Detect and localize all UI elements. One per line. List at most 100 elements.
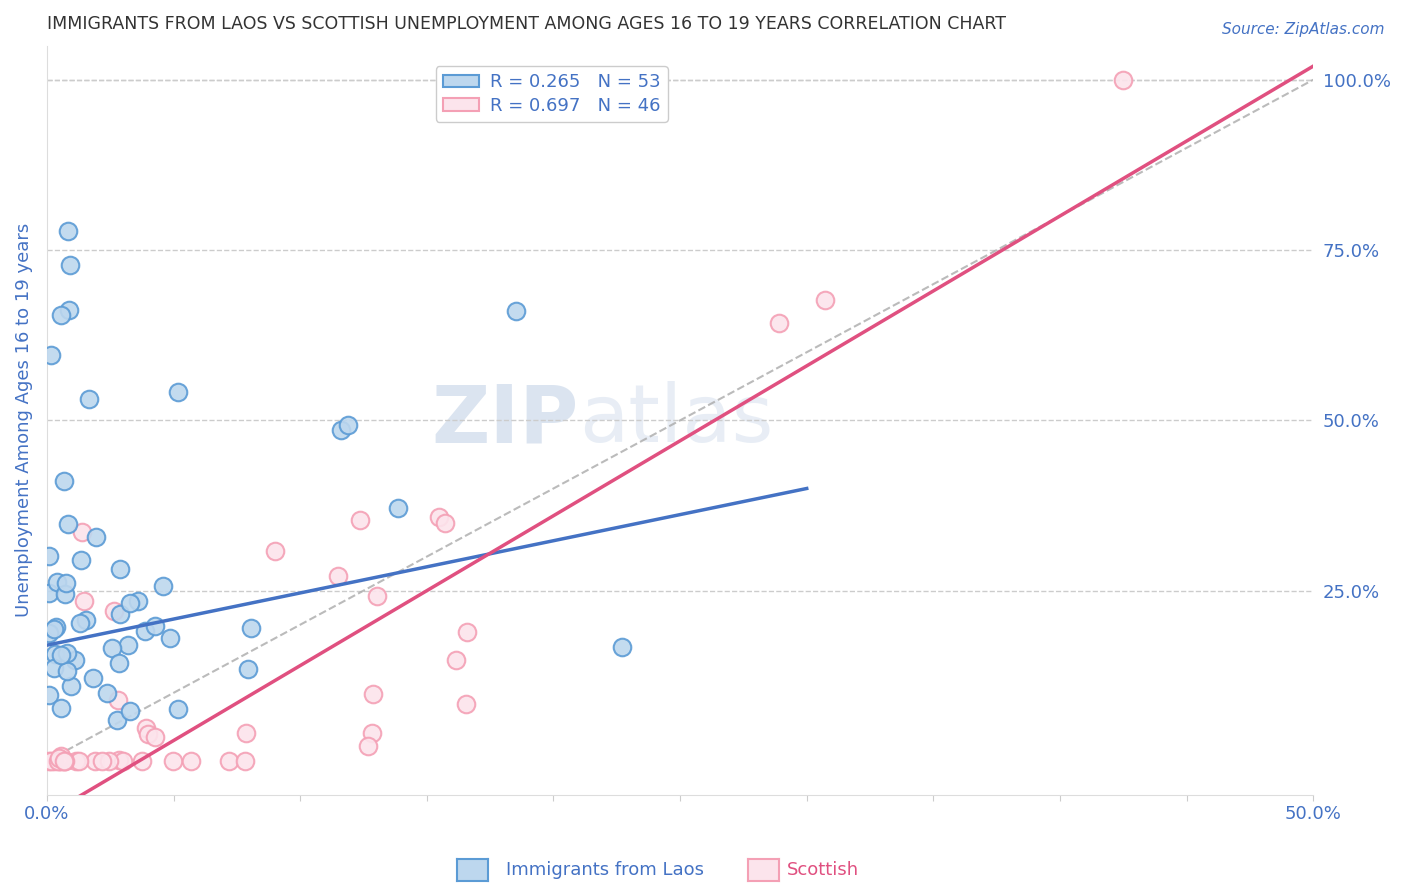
Point <box>58 302 80 317</box>
Point <box>56 516 79 531</box>
Point <box>444 653 467 667</box>
Point <box>136 727 159 741</box>
Point <box>45 620 67 634</box>
Point <box>69 616 91 631</box>
Point <box>72 525 94 540</box>
Point <box>55 646 77 660</box>
Point <box>49 754 72 768</box>
Point <box>70 553 93 567</box>
Point <box>46 754 69 768</box>
Point <box>67 754 90 768</box>
Point <box>145 619 167 633</box>
Point <box>366 589 388 603</box>
Point <box>103 604 125 618</box>
Text: ZIP: ZIP <box>432 382 579 459</box>
Point <box>96 686 118 700</box>
Point <box>361 726 384 740</box>
Point <box>235 754 257 768</box>
Point <box>52 754 75 768</box>
Point <box>427 510 450 524</box>
Point <box>134 624 156 639</box>
Point <box>117 639 139 653</box>
Point <box>505 304 527 318</box>
Point <box>46 575 69 590</box>
Point <box>1112 72 1135 87</box>
Point <box>44 623 66 637</box>
Point <box>107 693 129 707</box>
Point <box>238 662 260 676</box>
Point <box>49 648 72 662</box>
Point <box>98 754 121 768</box>
Point <box>49 309 72 323</box>
Point <box>108 656 131 670</box>
Point <box>48 754 70 768</box>
Point <box>75 614 97 628</box>
Point <box>49 749 72 764</box>
Point <box>53 754 76 768</box>
Point <box>86 530 108 544</box>
Point <box>51 701 73 715</box>
Point <box>263 543 285 558</box>
Point <box>38 688 60 702</box>
Point <box>38 625 60 640</box>
Point <box>361 687 384 701</box>
Point <box>72 594 94 608</box>
Point <box>63 653 86 667</box>
Text: Immigrants from Laos: Immigrants from Laos <box>506 861 704 879</box>
Point <box>218 754 240 768</box>
Text: Scottish: Scottish <box>787 861 859 879</box>
Point <box>59 259 82 273</box>
Point <box>337 418 360 433</box>
Point <box>159 631 181 645</box>
Point <box>38 586 60 600</box>
Point <box>91 754 114 768</box>
Point <box>387 500 409 515</box>
Point <box>60 679 83 693</box>
Point <box>56 664 79 678</box>
Point <box>108 562 131 576</box>
Point <box>456 625 478 640</box>
Point <box>456 697 478 711</box>
Y-axis label: Unemployment Among Ages 16 to 19 years: Unemployment Among Ages 16 to 19 years <box>15 223 32 617</box>
Text: Source: ZipAtlas.com: Source: ZipAtlas.com <box>1222 22 1385 37</box>
Point <box>41 754 63 768</box>
Point <box>44 647 66 661</box>
Point <box>328 568 350 582</box>
Point <box>42 661 65 675</box>
Point <box>44 754 66 768</box>
Point <box>127 594 149 608</box>
Point <box>814 293 837 307</box>
Point <box>84 754 107 768</box>
Point <box>39 348 62 362</box>
Point <box>235 725 257 739</box>
Point <box>107 753 129 767</box>
Point <box>65 754 87 768</box>
Point <box>240 621 263 635</box>
Point <box>610 640 633 654</box>
Point <box>108 607 131 621</box>
Point <box>53 587 76 601</box>
Text: atlas: atlas <box>579 382 773 459</box>
Point <box>48 751 70 765</box>
Text: IMMIGRANTS FROM LAOS VS SCOTTISH UNEMPLOYMENT AMONG AGES 16 TO 19 YEARS CORRELAT: IMMIGRANTS FROM LAOS VS SCOTTISH UNEMPLO… <box>46 15 1005 33</box>
Point <box>135 722 157 736</box>
Point <box>152 579 174 593</box>
Point <box>112 754 135 768</box>
Point <box>53 754 76 768</box>
Point <box>180 754 202 768</box>
Point <box>330 424 353 438</box>
Point <box>131 754 153 768</box>
Point <box>105 714 128 728</box>
Point <box>433 516 456 530</box>
Point <box>77 392 100 407</box>
Point <box>768 316 790 330</box>
Point <box>349 513 371 527</box>
Point <box>118 596 141 610</box>
Point <box>56 224 79 238</box>
Point <box>166 701 188 715</box>
Point <box>162 754 184 768</box>
Point <box>53 474 76 488</box>
Point <box>101 641 124 656</box>
Point <box>82 671 104 685</box>
Point <box>167 384 190 399</box>
